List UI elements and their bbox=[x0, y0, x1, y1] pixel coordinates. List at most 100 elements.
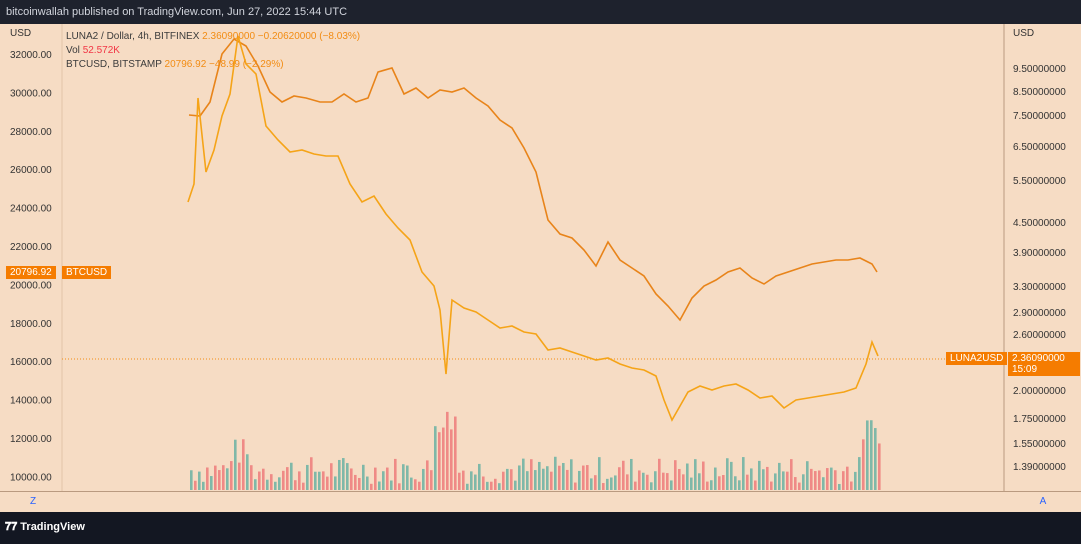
volume-bar bbox=[578, 470, 581, 490]
volume-bar bbox=[638, 470, 641, 490]
volume-bar bbox=[866, 420, 869, 490]
volume-bar bbox=[354, 474, 357, 490]
volume-bar bbox=[410, 477, 413, 490]
volume-bar bbox=[842, 471, 845, 490]
volume-bar bbox=[610, 477, 613, 490]
volume-bar bbox=[502, 471, 505, 490]
left-tick-label: 12000.00 bbox=[10, 434, 52, 445]
volume-bar bbox=[486, 481, 489, 490]
volume-bar bbox=[586, 465, 589, 490]
volume-bar bbox=[846, 466, 849, 490]
volume-bar bbox=[678, 468, 681, 490]
btc-left-name-tag: BTCUSD bbox=[62, 266, 112, 279]
chart-area[interactable]: USD USD 32000.00 30000.00 28000.00 26000.00… bbox=[0, 24, 1081, 491]
volume-bar bbox=[414, 479, 417, 490]
left-tick-label: 24000.00 bbox=[10, 204, 52, 215]
volume-bar bbox=[286, 467, 289, 490]
volume-bar bbox=[234, 439, 237, 490]
volume-bar bbox=[478, 463, 481, 490]
volume-bar bbox=[606, 478, 609, 490]
volume-bar bbox=[358, 477, 361, 490]
left-tick-label: 22000.00 bbox=[10, 242, 52, 253]
right-tick-label: 7.50000000 bbox=[1013, 111, 1066, 122]
volume-bar bbox=[826, 468, 829, 490]
volume-bar bbox=[522, 458, 525, 490]
tradingview-logo[interactable]: 𝟕𝟕 TradingView bbox=[5, 521, 85, 534]
volume-bar bbox=[742, 457, 745, 490]
volume-bar bbox=[614, 475, 617, 490]
volume-bar bbox=[382, 471, 385, 490]
left-axis-ticks: 32000.00 30000.00 28000.00 26000.00 24000.00… bbox=[10, 50, 52, 483]
btc-legend-row: BTCUSD, BITSTAMP 20796.92 −48.99 (−2.29%… bbox=[66, 58, 360, 72]
volume-bar bbox=[878, 443, 881, 490]
volume-bar bbox=[294, 480, 297, 490]
right-tick-label: 5.50000000 bbox=[1013, 176, 1066, 187]
volume-bar bbox=[534, 470, 537, 490]
volume-bar bbox=[246, 454, 249, 490]
volume-bar bbox=[362, 464, 365, 490]
volume-bar bbox=[366, 476, 369, 490]
volume-bar bbox=[582, 465, 585, 490]
volume-bar bbox=[274, 481, 277, 490]
volume-bar bbox=[406, 465, 409, 490]
volume-bar bbox=[778, 462, 781, 490]
zoom-reset-button[interactable]: Z bbox=[29, 496, 37, 507]
volume-bar bbox=[318, 471, 321, 490]
volume-bar bbox=[798, 482, 801, 490]
volume-bar bbox=[322, 471, 325, 490]
volume-bar bbox=[334, 476, 337, 490]
volume-bar bbox=[298, 471, 301, 490]
volume-bar bbox=[482, 476, 485, 490]
volume-bar bbox=[434, 426, 437, 490]
luna-legend-price: 2.36090000 bbox=[202, 31, 256, 42]
right-tick-label: 4.50000000 bbox=[1013, 218, 1066, 229]
volume-bar bbox=[618, 467, 621, 490]
luna-legend-title: LUNA2 / Dollar, 4h, BITFINEX bbox=[66, 31, 200, 42]
volume-bar bbox=[278, 477, 281, 490]
volume-bar bbox=[222, 465, 225, 490]
volume-bar bbox=[462, 470, 465, 490]
volume-bar bbox=[230, 461, 233, 490]
volume-bar bbox=[770, 481, 773, 490]
volume-bar bbox=[526, 471, 529, 490]
luna-legend-row: LUNA2 / Dollar, 4h, BITFINEX 2.36090000 … bbox=[66, 30, 360, 44]
volume-bar bbox=[774, 473, 777, 490]
volume-bar bbox=[726, 458, 729, 490]
luna-right-price: 2.36090000 bbox=[1012, 353, 1065, 364]
volume-bar bbox=[302, 482, 305, 490]
volume-bar bbox=[262, 468, 265, 490]
volume-bar bbox=[630, 458, 633, 490]
volume-bar bbox=[754, 480, 757, 490]
volume-bar bbox=[734, 476, 737, 490]
tradingview-logo-icon: 𝟕𝟕 bbox=[5, 521, 18, 533]
volume-bar bbox=[706, 481, 709, 490]
price-chart[interactable]: USD USD 32000.00 30000.00 28000.00 26000.00… bbox=[0, 24, 1081, 491]
volume-bar bbox=[242, 439, 245, 490]
vol-legend-label: Vol bbox=[66, 45, 80, 56]
volume-bar bbox=[654, 471, 657, 490]
volume-bar bbox=[290, 462, 293, 490]
volume-bar bbox=[862, 439, 865, 490]
volume-bar bbox=[518, 465, 521, 490]
luna-legend-change: −0.20620000 (−8.03%) bbox=[257, 31, 361, 42]
volume-bar bbox=[550, 471, 553, 490]
volume-bar bbox=[566, 469, 569, 490]
top-header: bitcoinwallah published on TradingView.c… bbox=[0, 0, 1081, 24]
volume-bar bbox=[694, 459, 697, 490]
volume-bar bbox=[670, 480, 673, 490]
volume-bar bbox=[370, 483, 373, 490]
volume-bar bbox=[598, 457, 601, 490]
left-tick-label: 20000.00 bbox=[10, 280, 52, 291]
volume-bar bbox=[386, 467, 389, 490]
right-tick-label: 3.90000000 bbox=[1013, 248, 1066, 259]
volume-bar bbox=[306, 464, 309, 490]
auto-scale-button[interactable]: A bbox=[1039, 496, 1047, 507]
volume-bar bbox=[658, 458, 661, 490]
volume-bar bbox=[622, 460, 625, 490]
volume-bar bbox=[350, 468, 353, 490]
volume-bar bbox=[270, 474, 273, 490]
right-tick-label: 1.39000000 bbox=[1013, 462, 1066, 473]
volume-bar bbox=[790, 459, 793, 490]
volume-bar bbox=[210, 476, 213, 490]
right-axis-ticks: 9.50000000 8.50000000 7.50000000 6.50000000… bbox=[1013, 64, 1066, 473]
